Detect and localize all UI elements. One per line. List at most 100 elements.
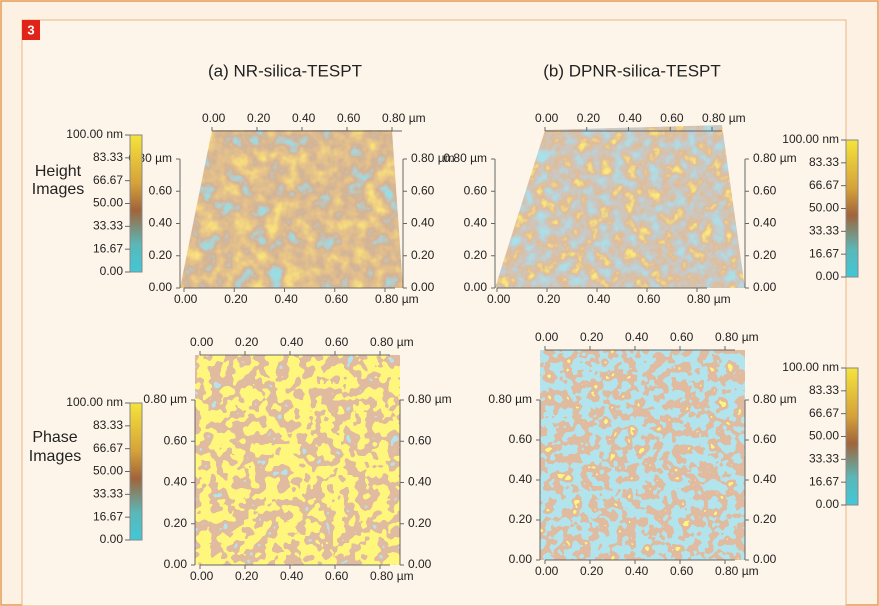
colorbar-label: 100.00 nm (66, 127, 123, 141)
axis-tick-label: 0.00 (164, 557, 188, 571)
axis-tick-label: 0.80 µm (715, 564, 759, 578)
axis-tick-label: 0.60 (660, 111, 684, 125)
colorbar-label: 16.67 (93, 509, 123, 523)
axis-tick-label: 0.20 (580, 564, 604, 578)
axis-tick-label: 0.20 (753, 248, 777, 262)
axis-tick-label: 0.00 (174, 292, 198, 306)
axis-tick-label: 0.20 (580, 330, 604, 344)
colorbar-label: 66.67 (93, 173, 123, 187)
axis-tick-label: 0.20 (224, 292, 248, 306)
axis-tick-label: 0.60 (149, 183, 173, 197)
axis-tick-label: 0.80 µm (715, 330, 759, 344)
axis-tick-label: 0.80 µm (753, 151, 797, 165)
colorbar-label: 50.00 (809, 429, 839, 443)
axis-tick-label: 0.80 µm (143, 392, 187, 406)
row-label: Images (29, 448, 81, 465)
axis-tick-label: 0.40 (619, 111, 643, 125)
axis-tick-label: 0.00 (411, 280, 435, 294)
axis-tick-label: 0.60 (325, 335, 349, 349)
colorbar (130, 403, 142, 540)
axis-tick-label: 0.40 (464, 216, 488, 230)
axis-tick-label: 0.40 (280, 335, 304, 349)
colorbar-label: 50.00 (93, 196, 123, 210)
axis-tick-label: 0.80 µm (375, 292, 419, 306)
axis-tick-label: 0.00 (535, 330, 559, 344)
axis-tick-label: 0.80 µm (488, 392, 532, 406)
colorbar-label: 33.33 (809, 224, 839, 238)
axis-tick-label: 0.80 µm (382, 111, 426, 125)
axis-tick-label: 0.20 (408, 516, 432, 530)
axis-tick-label: 0.00 (408, 557, 432, 571)
axis-tick-label: 0.20 (247, 111, 271, 125)
row-label: Images (32, 181, 84, 198)
axis-tick-label: 0.80 µm (370, 569, 414, 583)
axis-tick-label: 0.00 (535, 564, 559, 578)
axis-tick-label: 0.00 (190, 335, 214, 349)
colorbar-label: 83.33 (93, 418, 123, 432)
colorbar-label: 0.00 (816, 497, 840, 511)
colorbar-label: 33.33 (93, 219, 123, 233)
axis-tick-label: 0.00 (464, 280, 488, 294)
axis-tick-label: 0.80 µm (443, 151, 487, 165)
axis-tick-label: 0.40 (164, 475, 188, 489)
axis-tick-label: 0.40 (280, 569, 304, 583)
axis-tick-label: 0.80 µm (687, 292, 731, 306)
colorbar-label: 100.00 nm (66, 395, 123, 409)
axis-tick-label: 0.40 (408, 475, 432, 489)
column-title: (b) DPNR-silica-TESPT (543, 61, 721, 80)
axis-tick-label: 0.20 (509, 512, 533, 526)
axis-tick-label: 0.40 (753, 216, 777, 230)
colorbar-label: 83.33 (93, 150, 123, 164)
axis-tick-label: 0.60 (408, 433, 432, 447)
axis-tick-label: 0.20 (464, 248, 488, 262)
axis-tick-label: 0.80 µm (702, 111, 746, 125)
axis-tick-label: 0.20 (235, 569, 259, 583)
axis-tick-label: 0.20 (537, 292, 561, 306)
colorbar-label: 50.00 (93, 464, 123, 478)
axis-tick-label: 0.20 (411, 248, 435, 262)
axis-tick-label: 0.60 (753, 432, 777, 446)
colorbar-label: 66.67 (93, 441, 123, 455)
row-label: Phase (32, 429, 77, 446)
figure-number: 3 (27, 22, 34, 37)
figure: 3 (a) NR-silica-TESPT (b) DPNR-silica-TE… (0, 0, 879, 606)
axis-tick-label: 0.40 (625, 564, 649, 578)
axis-tick-label: 0.60 (509, 432, 533, 446)
colorbar-label: 0.00 (100, 532, 124, 546)
colorbar-label: 33.33 (809, 452, 839, 466)
axis-tick-label: 0.00 (202, 111, 226, 125)
axis-tick-label: 0.20 (577, 111, 601, 125)
colorbar-label: 0.00 (816, 269, 840, 283)
colorbar (846, 368, 858, 505)
colorbar (846, 140, 858, 277)
colorbar-label: 100.00 nm (782, 132, 839, 146)
axis-tick-label: 0.40 (411, 216, 435, 230)
row-label: Height (35, 163, 82, 180)
axis-tick-label: 0.00 (753, 280, 777, 294)
axis-tick-label: 0.60 (637, 292, 661, 306)
axis-tick-label: 0.60 (337, 111, 361, 125)
axis-tick-label: 0.20 (753, 512, 777, 526)
axis-tick-label: 0.00 (487, 292, 511, 306)
phase-image (195, 355, 400, 565)
axis-tick-label: 0.00 (190, 569, 214, 583)
colorbar-label: 16.67 (93, 241, 123, 255)
axis-tick-label: 0.80 µm (370, 335, 414, 349)
colorbar (130, 135, 142, 272)
axis-tick-label: 0.20 (149, 248, 173, 262)
colorbar-label: 33.33 (93, 487, 123, 501)
colorbar-label: 16.67 (809, 474, 839, 488)
axis-tick-label: 0.00 (535, 111, 559, 125)
axis-tick-label: 0.40 (292, 111, 316, 125)
colorbar-label: 66.67 (809, 178, 839, 192)
axis-tick-label: 0.00 (753, 552, 777, 566)
axis-tick-label: 0.40 (625, 330, 649, 344)
colorbar-label: 0.00 (100, 264, 124, 278)
axis-tick-label: 0.60 (325, 292, 349, 306)
colorbar-label: 83.33 (809, 383, 839, 397)
height-image (175, 120, 410, 295)
axis-tick-label: 0.20 (164, 516, 188, 530)
axis-tick-label: 0.40 (587, 292, 611, 306)
axis-tick-label: 0.40 (509, 472, 533, 486)
colorbar-label: 50.00 (809, 201, 839, 215)
